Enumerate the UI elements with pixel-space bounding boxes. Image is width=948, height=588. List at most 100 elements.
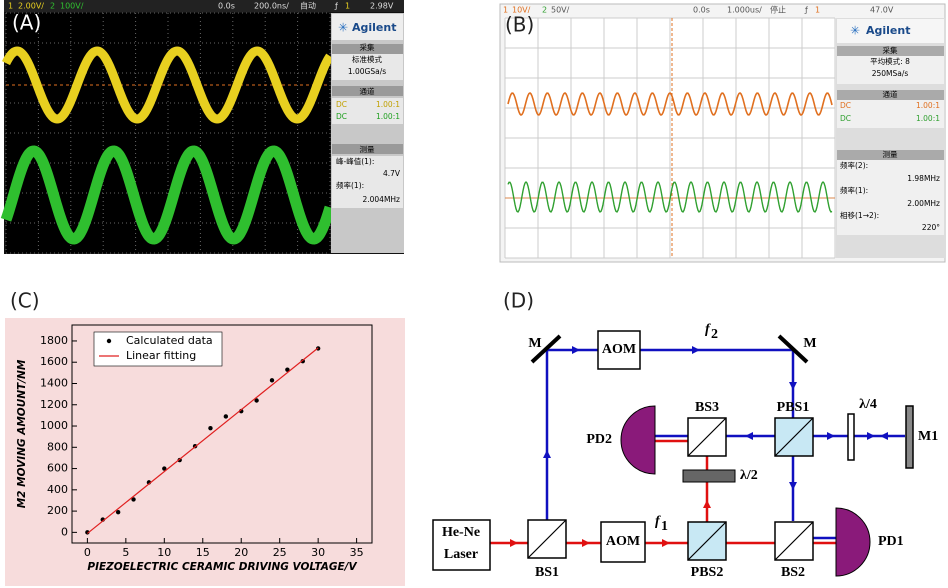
component-label: AOM	[606, 534, 640, 549]
panel-label: (A)	[12, 11, 41, 35]
topbar-text: 100V/	[60, 2, 84, 11]
legend-label: Linear fitting	[126, 349, 196, 362]
sidebar-text: DC	[336, 112, 347, 121]
y-tick-label: 400	[47, 483, 68, 496]
topbar-text: 10V/	[512, 6, 531, 15]
beam-arrow	[582, 539, 590, 547]
data-point	[131, 497, 136, 502]
sidebar-text: 4.7V	[383, 169, 401, 178]
y-tick-label: 600	[47, 462, 68, 475]
component-label: PD2	[586, 432, 612, 447]
beam-arrow	[572, 346, 580, 354]
data-point	[223, 414, 229, 419]
sidebar-text: 通道	[360, 86, 375, 96]
sidebar-header	[332, 44, 403, 54]
waveform-ch1	[1, 46, 334, 124]
data-point	[285, 367, 290, 372]
component-label: He-Ne	[442, 525, 480, 540]
topbar-text: 1	[815, 6, 820, 15]
component-label: BS2	[781, 565, 805, 580]
topbar-text: 47.0V	[870, 6, 894, 15]
beam-arrow	[827, 432, 835, 440]
component-label: Laser	[444, 547, 478, 562]
y-tick-label: 1200	[40, 398, 68, 411]
component-label: BS1	[535, 565, 559, 580]
y-tick-label: 800	[47, 440, 68, 453]
beam-arrow	[745, 432, 753, 440]
beam-arrow	[703, 500, 711, 508]
topbar-text: ƒ	[334, 2, 338, 11]
x-tick-label: 25	[273, 546, 287, 559]
plot-frame	[71, 324, 373, 544]
beam-arrow	[662, 539, 670, 547]
sidebar-text: 平均模式: 8	[870, 56, 910, 66]
sidebar-block	[332, 98, 403, 124]
component	[905, 405, 914, 469]
x-axis-label: PIEZOELECTRIC CERAMIC DRIVING VOLTAGE/V	[87, 561, 357, 573]
component	[847, 413, 855, 461]
sidebar-text: 1.98MHz	[907, 174, 940, 183]
beam-arrow	[543, 450, 551, 458]
topbar-text: ƒ	[804, 6, 808, 15]
y-tick-label: 0	[61, 525, 68, 538]
sidebar-text: 220°	[922, 223, 940, 232]
data-point	[115, 509, 121, 515]
sidebar-header	[837, 150, 944, 160]
sidebar-text: 1.00:1	[916, 101, 940, 110]
beam-arrow	[692, 346, 700, 354]
waveform-ch1	[507, 92, 833, 116]
y-tick-label: 1000	[40, 419, 68, 432]
panel-label: (B)	[505, 13, 534, 37]
half-wave-plate	[682, 469, 736, 483]
panel-label: (D)	[503, 289, 534, 313]
sidebar-text: 频率(2):	[840, 160, 868, 170]
frequency-label: f	[705, 322, 711, 337]
component-label: PBS2	[691, 565, 724, 580]
panel-label: (C)	[10, 289, 40, 313]
sidebar-text: 频率(1):	[336, 180, 364, 190]
topbar-text: 停止	[770, 5, 786, 15]
sidebar-text: 相移(1→2):	[840, 210, 879, 220]
component-label: M1	[918, 429, 938, 444]
sidebar-text: 2.00MHz	[907, 199, 940, 208]
component-label: PBS1	[777, 400, 810, 415]
sidebar-text: 采集	[360, 42, 375, 52]
topbar-text: 200.0ns/	[254, 2, 289, 11]
y-tick-label: 1600	[40, 355, 68, 368]
mirror	[777, 334, 809, 364]
topbar-text: 1	[503, 6, 508, 15]
brand-box	[332, 14, 403, 40]
sidebar-text: 2.004MHz	[362, 195, 400, 204]
component-label: PD1	[878, 534, 904, 549]
sidebar-block	[837, 56, 944, 84]
x-tick-label: 15	[196, 546, 210, 559]
sidebar-text: 1.00:1	[376, 112, 400, 121]
topbar-text: 2	[542, 6, 547, 15]
beam-arrow	[867, 432, 875, 440]
topbar-text: 0.0s	[693, 6, 710, 15]
x-tick-label: 35	[350, 546, 364, 559]
topbar-text: 2.98V	[370, 2, 394, 11]
sidebar-text: 通道	[883, 89, 898, 99]
beam-arrow	[789, 482, 797, 490]
splitter-diagonal	[527, 519, 567, 559]
sidebar-header	[837, 90, 944, 100]
beam-arrow	[510, 539, 518, 547]
brand-logo: ✳	[338, 21, 348, 35]
y-tick-label: 1800	[40, 334, 68, 347]
sidebar-text: 测量	[883, 150, 898, 159]
sidebar-text: 标准模式	[352, 54, 382, 64]
sidebar-header	[837, 46, 944, 56]
sidebar-text: 1.00:1	[916, 114, 940, 123]
x-tick-label: 10	[157, 546, 171, 559]
sidebar-text: DC	[840, 101, 851, 110]
sidebar-block	[837, 160, 944, 235]
splitter-diagonal	[774, 417, 814, 457]
sidebar-text: 峰-峰值(1):	[336, 156, 374, 166]
x-tick-label: 20	[234, 546, 248, 559]
mirror	[530, 334, 562, 364]
sidebar-text: DC	[336, 100, 347, 109]
waveform-ch2	[0, 145, 336, 245]
legend-label: Calculated data	[126, 334, 213, 347]
